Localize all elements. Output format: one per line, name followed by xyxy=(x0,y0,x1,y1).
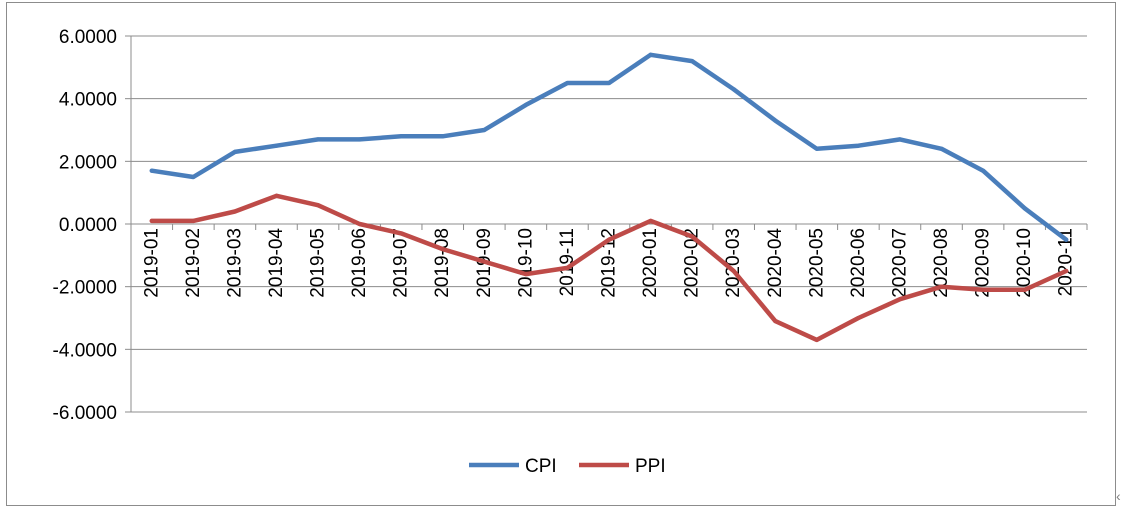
data-point-cpi xyxy=(607,81,611,85)
y-axis: 6.0000 4.0000 2.0000 0.0000 -2.0000 -4.0000 -6… xyxy=(53,27,132,424)
data-point-ppi xyxy=(149,218,154,223)
data-point-ppi xyxy=(856,316,861,320)
chart-frame: 6.0000 4.0000 2.0000 0.0000 -2.0000 -4.0000 -6… xyxy=(6,2,1116,506)
x-tick-label: 2019-05 xyxy=(308,228,329,298)
x-tick-label: 2020-07 xyxy=(889,228,910,298)
y-tick-label: 6.0000 xyxy=(59,27,117,48)
x-tick-label: 2019-01 xyxy=(141,228,162,298)
data-point-cpi xyxy=(149,168,154,173)
data-point-ppi xyxy=(607,237,611,242)
data-point-ppi xyxy=(898,297,902,302)
data-point-ppi xyxy=(482,259,487,264)
y-tick-label: 2.0000 xyxy=(59,152,117,173)
y-tick-label: -6.0000 xyxy=(53,403,117,424)
data-point-cpi xyxy=(357,137,362,142)
y-tick-label: -2.0000 xyxy=(53,278,117,299)
data-point-ppi xyxy=(648,218,653,223)
x-tick-label: 2020-06 xyxy=(848,228,869,298)
x-tick-label: 2020-09 xyxy=(973,228,994,298)
legend: CPI PPI xyxy=(469,456,666,477)
data-point-cpi xyxy=(1064,237,1069,242)
data-point-cpi xyxy=(690,59,695,64)
corner-mark: ‹ xyxy=(1116,488,1121,504)
x-tick-label: 2019-04 xyxy=(266,228,287,298)
x-tick-label: 2020-08 xyxy=(931,228,952,298)
x-tick-label: 2020-10 xyxy=(1014,228,1035,298)
x-tick-label: 2020-04 xyxy=(765,228,786,298)
data-point-cpi xyxy=(981,168,986,173)
data-point-ppi xyxy=(814,337,819,342)
x-tick-label: 2020-02 xyxy=(682,228,703,298)
data-point-cpi xyxy=(316,137,320,142)
data-point-cpi xyxy=(565,81,570,85)
line-chart: 6.0000 4.0000 2.0000 0.0000 -2.0000 -4.0000 -6… xyxy=(53,27,1088,477)
data-point-ppi xyxy=(232,209,237,214)
data-point-ppi xyxy=(399,231,404,236)
x-tick-label: 2019-08 xyxy=(432,228,453,298)
data-point-cpi xyxy=(440,134,445,139)
x-tick-label: 2019-11 xyxy=(557,228,578,296)
data-point-ppi xyxy=(773,319,778,324)
data-point-ppi xyxy=(274,193,279,198)
data-point-cpi xyxy=(814,146,819,151)
data-point-cpi xyxy=(773,118,778,123)
x-axis: 2019-01 2019-02 2019-03 2019-04 2019-05 2019-… xyxy=(130,223,1088,298)
series-lines xyxy=(149,52,1069,343)
data-point-cpi xyxy=(274,143,279,148)
data-point-ppi xyxy=(939,284,944,289)
data-point-ppi xyxy=(440,247,445,252)
data-point-ppi xyxy=(191,218,196,223)
data-point-ppi xyxy=(357,222,362,226)
data-point-ppi xyxy=(316,203,320,208)
data-point-ppi xyxy=(690,234,695,239)
data-point-cpi xyxy=(191,175,196,179)
data-point-ppi xyxy=(731,269,736,273)
data-point-cpi xyxy=(939,146,944,151)
x-tick-label: 2019-10 xyxy=(515,228,536,298)
data-point-ppi xyxy=(1022,287,1027,292)
data-point-cpi xyxy=(482,128,487,132)
data-point-ppi xyxy=(523,272,528,277)
data-point-cpi xyxy=(1022,206,1027,211)
data-point-cpi xyxy=(731,87,736,92)
x-tick-label: 2019-03 xyxy=(224,228,245,298)
data-point-cpi xyxy=(898,137,902,142)
y-tick-label: 0.0000 xyxy=(59,215,117,236)
x-tick-label: 2019-02 xyxy=(183,228,204,298)
x-tick-label: 2019-06 xyxy=(349,228,370,298)
x-tick-label: 2019-07 xyxy=(391,228,412,298)
y-tick-label: 4.0000 xyxy=(59,90,117,111)
data-point-cpi xyxy=(648,52,653,57)
x-tick-label: 2020-01 xyxy=(640,228,661,298)
x-tick-label: 2020-05 xyxy=(806,228,827,298)
data-point-cpi xyxy=(399,134,404,139)
x-tick-label: 2020-11 xyxy=(1056,228,1077,296)
data-point-ppi xyxy=(565,265,570,270)
data-point-cpi xyxy=(232,149,237,154)
data-point-ppi xyxy=(981,287,986,292)
data-point-cpi xyxy=(856,143,861,148)
data-point-cpi xyxy=(523,102,528,107)
y-tick-label: -4.0000 xyxy=(53,340,117,361)
data-point-ppi xyxy=(1064,269,1069,273)
legend-label-cpi: CPI xyxy=(525,456,557,477)
legend-label-ppi: PPI xyxy=(635,456,666,477)
